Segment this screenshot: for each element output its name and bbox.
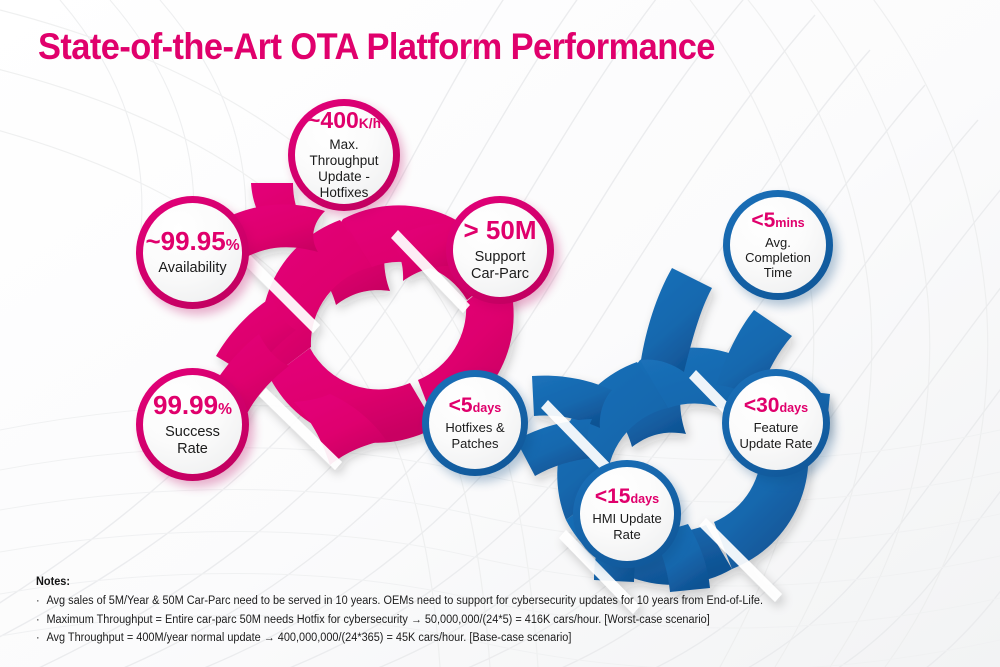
metric-unit-max-throughput: K/h: [358, 116, 382, 132]
metric-label-avg-completion-time: Avg. Completion Time: [745, 234, 811, 281]
metric-bubble-feature-update-rate[interactable]: <30days Feature Update Rate: [729, 376, 823, 470]
metric-label-hotfixes-patches: Hotfixes & Patches: [445, 420, 505, 451]
note-item: · Avg sales of 5M/Year & 50M Car-Parc ne…: [36, 592, 920, 611]
metric-bubble-max-throughput[interactable]: ~400K/h Max. Throughput Update - Hotfixe…: [295, 106, 393, 204]
note-item: · Avg Throughput = 400M/year normal upda…: [36, 629, 920, 648]
metric-value-support-car-parc: > 50M: [463, 215, 537, 246]
metric-bubble-hmi-update-rate[interactable]: <15days HMI Update Rate: [580, 467, 674, 561]
metric-label-support-car-parc: Support Car-Parc: [470, 249, 529, 282]
metric-label-success-rate: Success Rate: [165, 423, 220, 457]
metric-unit-availability: %: [225, 237, 240, 255]
note-bullet-icon: ·: [36, 613, 40, 626]
note-bullet-icon: ·: [36, 632, 40, 645]
note-text: Maximum Throughput = Entire car-parc 50M…: [46, 613, 710, 626]
notes-heading: Notes:: [36, 576, 70, 588]
page-title: State-of-the-Art OTA Platform Performanc…: [38, 26, 715, 67]
metric-value-feature-update-rate: <30days: [743, 394, 809, 418]
metric-unit-success-rate: %: [218, 400, 232, 418]
metric-bubble-hotfixes-patches[interactable]: <5days Hotfixes & Patches: [429, 377, 521, 469]
metric-unit-feature-update-rate: days: [779, 401, 809, 416]
metric-unit-hotfixes-patches: days: [472, 401, 502, 416]
metric-value-availability: ~99.95%: [145, 226, 240, 257]
metric-label-hmi-update-rate: HMI Update Rate: [592, 511, 662, 542]
metric-value-max-throughput: ~400K/h: [306, 107, 382, 134]
metric-value-avg-completion-time: <5mins: [751, 208, 805, 232]
metric-value-hmi-update-rate: <15days: [594, 485, 660, 509]
metric-bubble-availability[interactable]: ~99.95% Availability: [143, 203, 242, 302]
metric-label-availability: Availability: [158, 260, 227, 277]
metric-bubble-support-car-parc[interactable]: > 50M Support Car-Parc: [453, 203, 547, 297]
note-bullet-icon: ·: [36, 595, 40, 607]
metric-unit-hmi-update-rate: days: [630, 492, 660, 507]
notes-block: Notes: · Avg sales of 5M/Year & 50M Car-…: [36, 576, 966, 648]
metric-bubble-success-rate[interactable]: 99.99% Success Rate: [143, 375, 242, 474]
note-text: Avg sales of 5M/Year & 50M Car-Parc need…: [46, 595, 764, 607]
metric-label-feature-update-rate: Feature Update Rate: [739, 420, 813, 451]
metric-bubble-avg-completion-time[interactable]: <5mins Avg. Completion Time: [730, 197, 826, 293]
metric-label-max-throughput: Max. Throughput Update - Hotfixes: [309, 137, 379, 200]
metric-value-success-rate: 99.99%: [153, 389, 232, 420]
metric-unit-avg-completion-time: mins: [775, 215, 805, 230]
metric-value-hotfixes-patches: <5days: [448, 394, 502, 418]
note-text: Avg Throughput = 400M/year normal update…: [46, 632, 572, 645]
note-item: · Maximum Throughput = Entire car-parc 5…: [36, 611, 920, 630]
